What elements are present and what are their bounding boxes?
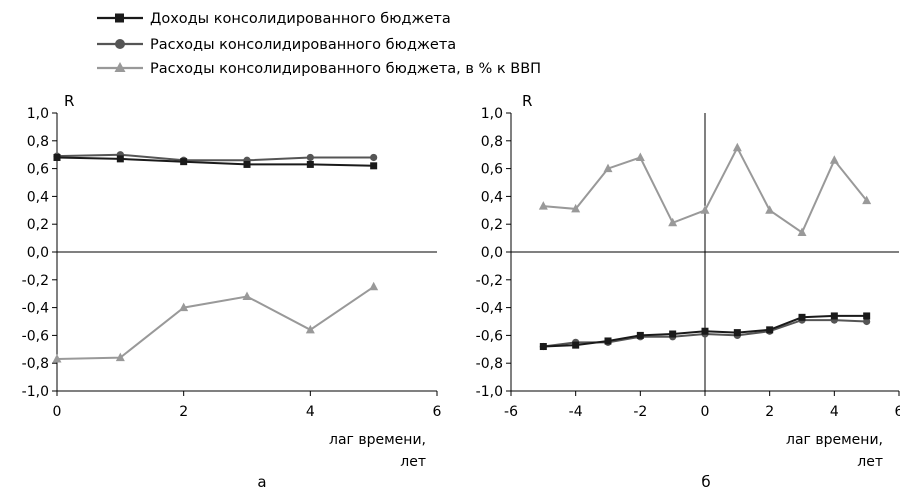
- point-revenue: [306, 160, 314, 168]
- point-expenditure-gdp: [635, 152, 645, 161]
- y-axis-label: R: [64, 92, 74, 110]
- point-revenue: [116, 155, 124, 163]
- point-revenue: [733, 329, 741, 337]
- x-tick-label: -4: [569, 404, 583, 420]
- x-tick-label: 0: [53, 404, 62, 420]
- point-expenditure-gdp: [369, 281, 379, 291]
- x-axis-label-line1: лаг времени,: [786, 432, 883, 448]
- legend-item-revenue: Доходы консолидированного бюджета: [97, 11, 451, 27]
- point-revenue: [636, 331, 644, 339]
- point-revenue: [572, 341, 580, 349]
- point-revenue: [863, 312, 871, 320]
- legend-circle-marker: [115, 39, 125, 49]
- point-expenditure-gdp: [571, 203, 581, 213]
- legend-label-revenue: Доходы консолидированного бюджета: [150, 11, 451, 27]
- y-tick-label: 1,0: [27, 106, 49, 122]
- panel-a: 1,0 0,8 0,6 0,4 0,2 0,0 -0,2 -0,4 -0,6 -0,8 -1,00 2…: [22, 92, 442, 491]
- point-revenue: [53, 153, 61, 161]
- y-tick-label: -0,2: [22, 273, 49, 289]
- point-expenditure: [306, 153, 314, 162]
- point-revenue: [830, 312, 838, 320]
- y-tick-label: -0,4: [476, 301, 503, 317]
- y-tick-label: -0,2: [476, 273, 503, 289]
- x-tick-label: -2: [633, 404, 647, 420]
- point-expenditure-gdp: [538, 201, 548, 210]
- y-tick-label: 0,8: [27, 134, 49, 150]
- legend: Доходы консолидированного бюджета Расход…: [97, 11, 541, 77]
- point-revenue: [539, 343, 547, 351]
- y-tick-label: -1,0: [22, 384, 49, 400]
- point-revenue: [604, 337, 612, 345]
- point-expenditure-gdp: [603, 163, 613, 173]
- legend-item-expenditure: Расходы консолидированного бюджета: [97, 37, 456, 53]
- series-line-expenditure-gdp: [56, 285, 375, 360]
- y-tick-label: 0,6: [27, 162, 49, 178]
- point-expenditure-gdp: [829, 155, 839, 164]
- point-revenue: [180, 158, 188, 166]
- x-tick-label: -6: [504, 404, 518, 420]
- point-expenditure-gdp: [732, 142, 742, 152]
- point-revenue: [243, 160, 251, 168]
- y-tick-label: -0,6: [476, 328, 503, 344]
- legend-item-expenditure-gdp: Расходы консолидированного бюджета, в % …: [97, 61, 541, 77]
- point-expenditure: [863, 317, 871, 326]
- x-tick-label: 4: [830, 404, 839, 420]
- point-expenditure-gdp: [765, 205, 775, 214]
- point-expenditure-gdp: [52, 354, 62, 363]
- point-revenue: [701, 327, 709, 335]
- y-tick-label: 0,4: [481, 189, 503, 205]
- point-expenditure-gdp: [242, 291, 252, 300]
- panel-b: 1,0 0,8 0,6 0,4 0,2 0,0 -0,2 -0,4 -0,6 -0,8 -1,0-6…: [476, 92, 900, 491]
- y-tick-label: -1,0: [476, 384, 503, 400]
- y-tick-label: 0,2: [27, 217, 49, 233]
- y-tick-label: 0,8: [481, 134, 503, 150]
- point-revenue: [370, 162, 378, 170]
- y-tick-label: 0,6: [481, 162, 503, 178]
- point-expenditure-gdp: [668, 217, 678, 227]
- y-tick-label: 0,0: [27, 245, 49, 261]
- x-axis-label-line1: лаг времени,: [329, 432, 426, 448]
- x-tick-label: 4: [306, 404, 315, 420]
- panel-label: а: [257, 473, 266, 491]
- point-expenditure-gdp: [115, 352, 125, 362]
- legend-square-marker: [115, 13, 124, 23]
- point-expenditure-gdp: [797, 227, 807, 237]
- legend-triangle-marker: [114, 62, 126, 72]
- x-tick-label: 0: [701, 404, 710, 420]
- legend-label-expenditure-gdp: Расходы консолидированного бюджета, в % …: [150, 61, 541, 77]
- y-tick-label: -0,4: [22, 301, 49, 317]
- x-tick-label: 2: [765, 404, 774, 420]
- point-revenue: [798, 313, 806, 321]
- series-line-expenditure: [56, 153, 374, 162]
- y-tick-label: 0,4: [27, 189, 49, 205]
- point-expenditure-gdp: [862, 195, 872, 205]
- point-expenditure: [370, 153, 378, 162]
- point-revenue: [669, 330, 677, 338]
- panel-label: б: [701, 473, 710, 491]
- x-tick-label: 6: [895, 404, 900, 420]
- y-tick-label: -0,6: [22, 328, 49, 344]
- y-axis-label: R: [522, 92, 532, 110]
- point-expenditure-gdp: [305, 324, 315, 334]
- point-revenue: [766, 326, 774, 334]
- x-axis-label-line2: лет: [857, 454, 883, 470]
- point-expenditure-gdp: [179, 302, 189, 312]
- x-tick-label: 6: [433, 404, 442, 420]
- series-line-revenue: [56, 156, 374, 167]
- point-expenditure-gdp: [700, 205, 710, 214]
- x-axis-label-line2: лет: [400, 454, 426, 470]
- y-tick-label: 0,0: [481, 245, 503, 261]
- legend-label-expenditure: Расходы консолидированного бюджета: [150, 37, 456, 53]
- y-tick-label: 1,0: [481, 106, 503, 122]
- y-tick-label: -0,8: [476, 356, 503, 372]
- y-tick-label: -0,8: [22, 356, 49, 372]
- y-tick-label: 0,2: [481, 217, 503, 233]
- x-tick-label: 2: [179, 404, 188, 420]
